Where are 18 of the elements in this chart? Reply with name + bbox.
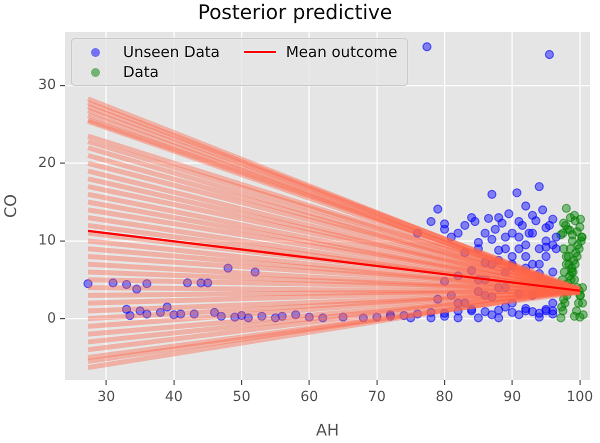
y-tick-label: 30 xyxy=(38,77,56,94)
x-tick-label: 30 xyxy=(97,389,116,406)
y-axis-title: CO xyxy=(0,194,20,218)
legend-label: Data xyxy=(123,63,159,81)
x-tick-label: 80 xyxy=(436,389,454,406)
x-tick-label: 90 xyxy=(503,389,522,406)
y-tick-label: 20 xyxy=(38,154,56,171)
chart-title: Posterior predictive xyxy=(198,0,392,24)
y-tick-label: 10 xyxy=(38,232,56,249)
y-tick-label: 0 xyxy=(47,310,56,326)
x-tick-label: 70 xyxy=(368,389,386,406)
x-tick-label: 60 xyxy=(300,389,318,406)
x-tick-label: 100 xyxy=(566,389,594,406)
x-tick-label: 50 xyxy=(232,389,250,406)
x-axis-title: AH xyxy=(316,420,339,440)
x-tick-label: 40 xyxy=(165,389,183,406)
legend-label: Unseen Data xyxy=(123,43,220,61)
legend-label: Mean outcome xyxy=(286,43,398,61)
